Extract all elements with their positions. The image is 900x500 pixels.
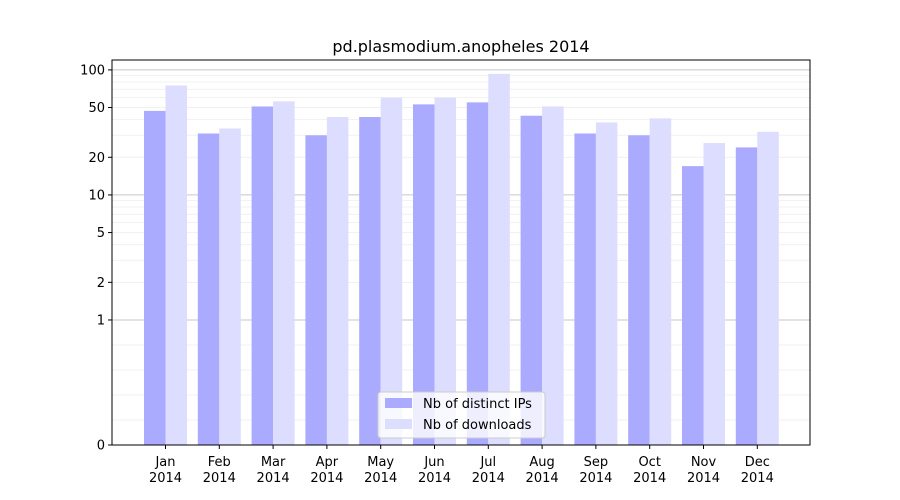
legend: Nb of distinct IPs Nb of downloads [377,391,546,439]
bar-downloads-sep [595,122,618,445]
bars [144,73,779,446]
x-tick-label-year: 2014 [472,471,505,486]
x-tick-label-year: 2014 [203,471,236,486]
bar-ips-jun [413,104,435,445]
legend-swatch [385,419,412,429]
x-tick-label-month: Apr [316,455,339,470]
bar-ips-dec [735,147,758,446]
x-axis: Jan2014Feb2014Mar2014Apr2014May2014Jun20… [149,445,774,486]
x-tick-label-month: Sep [584,455,609,470]
x-tick-label-year: 2014 [364,471,397,486]
x-tick-label-year: 2014 [741,471,774,486]
bar-downloads-oct [649,118,672,445]
bar-ips-may [359,117,381,445]
y-tick-label: 1 [97,313,105,328]
x-tick-label-month: Jan [154,455,175,470]
bar-ips-aug [520,115,543,445]
bar-ips-nov [682,166,704,445]
bar-downloads-jan [165,85,187,445]
x-tick-label-month: Oct [638,455,660,470]
x-tick-label-year: 2014 [687,471,720,486]
x-tick-label-month: May [367,455,394,470]
bar-ips-feb [197,133,220,445]
bar-ips-jul [466,102,489,445]
bar-downloads-nov [703,143,725,445]
x-tick-label-month: Jun [423,455,444,470]
legend-swatch [385,398,412,408]
bar-downloads-jun [434,97,456,445]
bar-ips-jan [144,110,166,445]
bar-downloads-may [380,97,403,445]
y-tick-label: 50 [88,101,105,116]
plot-frame [111,59,811,446]
x-tick-label-year: 2014 [310,471,343,486]
y-tick-label: 100 [80,63,105,78]
x-tick-label-month: Dec [745,455,770,470]
y-tick-label: 5 [97,226,105,241]
bar-ips-sep [574,133,596,445]
x-tick-label-month: Mar [261,455,286,470]
x-tick-label-year: 2014 [257,471,290,486]
bar-ips-apr [305,135,327,445]
x-tick-label-year: 2014 [149,471,182,486]
x-tick-label-month: Aug [529,455,554,470]
y-tick-label: 20 [88,151,105,166]
x-tick-label-year: 2014 [633,471,666,486]
bar-downloads-mar [273,101,295,445]
bar-downloads-dec [757,131,779,445]
x-tick-label-month: Jul [479,455,496,470]
legend-label: Nb of distinct IPs [423,397,532,412]
y-tick-label: 10 [88,188,105,203]
bar-ips-mar [251,106,274,445]
x-tick-label-year: 2014 [526,471,559,486]
x-tick-label-year: 2014 [418,471,451,486]
y-tick-label: 0 [97,439,105,454]
x-tick-label-month: Feb [208,455,231,470]
y-axis: 0 1 2 5 10 20 50 100 [80,63,112,454]
x-tick-label-year: 2014 [579,471,612,486]
x-tick-label-month: Nov [691,455,717,470]
bar-downloads-jul [488,73,510,445]
legend-label: Nb of downloads [423,418,532,433]
chart-title: pd.plasmodium.anopheles 2014 [332,37,589,56]
legend-box [377,391,546,439]
bar-ips-oct [628,135,650,445]
y-tick-label: 2 [97,276,105,291]
bar-downloads-aug [542,106,564,445]
bar-downloads-feb [219,128,241,445]
bar-downloads-apr [326,117,349,445]
